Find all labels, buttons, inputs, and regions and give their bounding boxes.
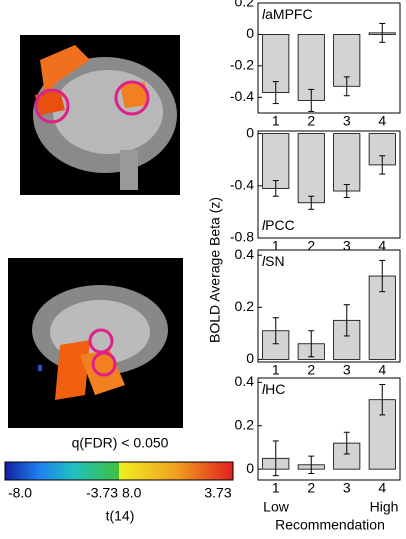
colorbar-axis-label: t(14) [106, 508, 135, 524]
panel-hemisphere: l [262, 381, 266, 397]
bar [333, 133, 361, 192]
colorbar-label: 8.0 [122, 485, 142, 501]
y-tick-label: 0.2 [235, 416, 255, 432]
y-tick-label: 0.4 [235, 246, 255, 262]
bar [262, 133, 290, 189]
x-tick-label: 3 [343, 362, 351, 378]
colorbar-label: -8.0 [8, 485, 32, 501]
colorbar-label: 3.73 [204, 485, 231, 501]
x-tick-label: 4 [378, 238, 386, 254]
y-tick-label: -0.8 [230, 229, 254, 245]
panel-title: laMPFC [262, 6, 313, 22]
x-low-label: Low [263, 499, 290, 515]
y-tick-label: 0.4 [235, 373, 255, 389]
panel-title: lSN [262, 253, 285, 269]
y-tick-label: 0.2 [235, 298, 255, 314]
brain-axial [8, 258, 183, 428]
x-tick-label: 3 [343, 480, 351, 496]
plot-frame [257, 130, 401, 239]
x-tick-label: 2 [307, 480, 315, 496]
panel-title: lPCC [262, 217, 295, 233]
x-tick-label: 1 [272, 238, 280, 254]
y-tick-label: 0 [246, 124, 254, 140]
x-tick-label: 2 [307, 238, 315, 254]
panel-hemisphere: l [262, 217, 266, 233]
panel-region: HC [265, 381, 285, 397]
x-tick-label: 1 [272, 113, 280, 129]
x-tick-label: 1 [272, 362, 280, 378]
y-tick-label: 0 [246, 25, 254, 41]
x-high-label: High [370, 499, 399, 515]
y-tick-label: -0.2 [230, 57, 254, 73]
plot-frame [257, 2, 401, 114]
panel-region: aMPFC [265, 6, 312, 22]
x-tick-label: 4 [378, 362, 386, 378]
panel-hemisphere: l [262, 6, 266, 22]
x-axis-label: Recommendation [275, 517, 385, 533]
panel-region: PCC [265, 217, 295, 233]
panel-title: lHC [262, 381, 285, 397]
bar [297, 133, 325, 204]
plot-frame [257, 249, 401, 363]
y-tick-label: 0 [246, 460, 254, 476]
x-tick-label: 3 [343, 113, 351, 129]
y-axis-label: BOLD Average Beta (z) [207, 197, 223, 343]
x-tick-label: 2 [307, 362, 315, 378]
y-tick-label: -0.4 [230, 88, 254, 104]
x-tick-label: 1 [272, 480, 280, 496]
plot-frame [257, 377, 401, 481]
panel-hemisphere: l [262, 253, 266, 269]
x-tick-label: 2 [307, 113, 315, 129]
y-tick-label: -0.4 [230, 177, 254, 193]
brain-sagittal [20, 35, 180, 195]
y-tick-label: 0.2 [235, 0, 255, 10]
panel-region: SN [265, 253, 284, 269]
x-tick-label: 3 [343, 238, 351, 254]
x-tick-label: 4 [378, 113, 386, 129]
colorbar [4, 461, 234, 481]
x-tick-label: 4 [378, 480, 386, 496]
colorbar-title: q(FDR) < 0.050 [72, 435, 169, 451]
y-tick-label: 0 [246, 350, 254, 366]
colorbar-label: -3.73 [86, 485, 118, 501]
